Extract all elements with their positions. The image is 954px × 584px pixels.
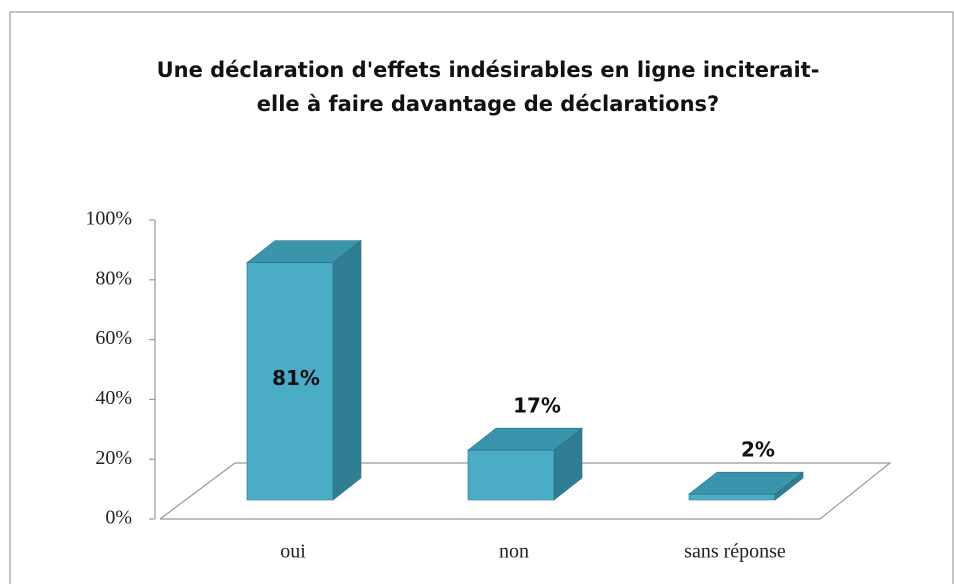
value-label: 2% — [741, 438, 775, 462]
bar-front — [246, 262, 334, 501]
chart-title: Une déclaration d'effets indésirables en… — [157, 58, 820, 82]
x-tick-label: sans réponse — [684, 541, 786, 563]
bar — [246, 240, 362, 501]
bar-front — [467, 449, 555, 501]
bar-side — [332, 240, 362, 501]
chart-title: elle à faire davantage de déclarations? — [257, 92, 719, 116]
value-label: 17% — [513, 394, 561, 418]
x-tick-label: oui — [280, 541, 306, 563]
y-tick-label: 60% — [95, 327, 132, 349]
floor-outline — [159, 462, 892, 520]
y-tick-label: 80% — [95, 267, 132, 289]
bar — [467, 427, 583, 501]
x-tick-label: non — [499, 541, 529, 563]
y-tick-label: 100% — [85, 208, 132, 230]
y-tick-label: 20% — [95, 447, 132, 469]
y-tick-label: 0% — [105, 507, 132, 529]
y-tick-label: 40% — [95, 387, 132, 409]
floor — [159, 462, 892, 520]
bar — [688, 471, 804, 501]
bar-front — [688, 493, 776, 501]
value-label: 81% — [272, 366, 320, 390]
